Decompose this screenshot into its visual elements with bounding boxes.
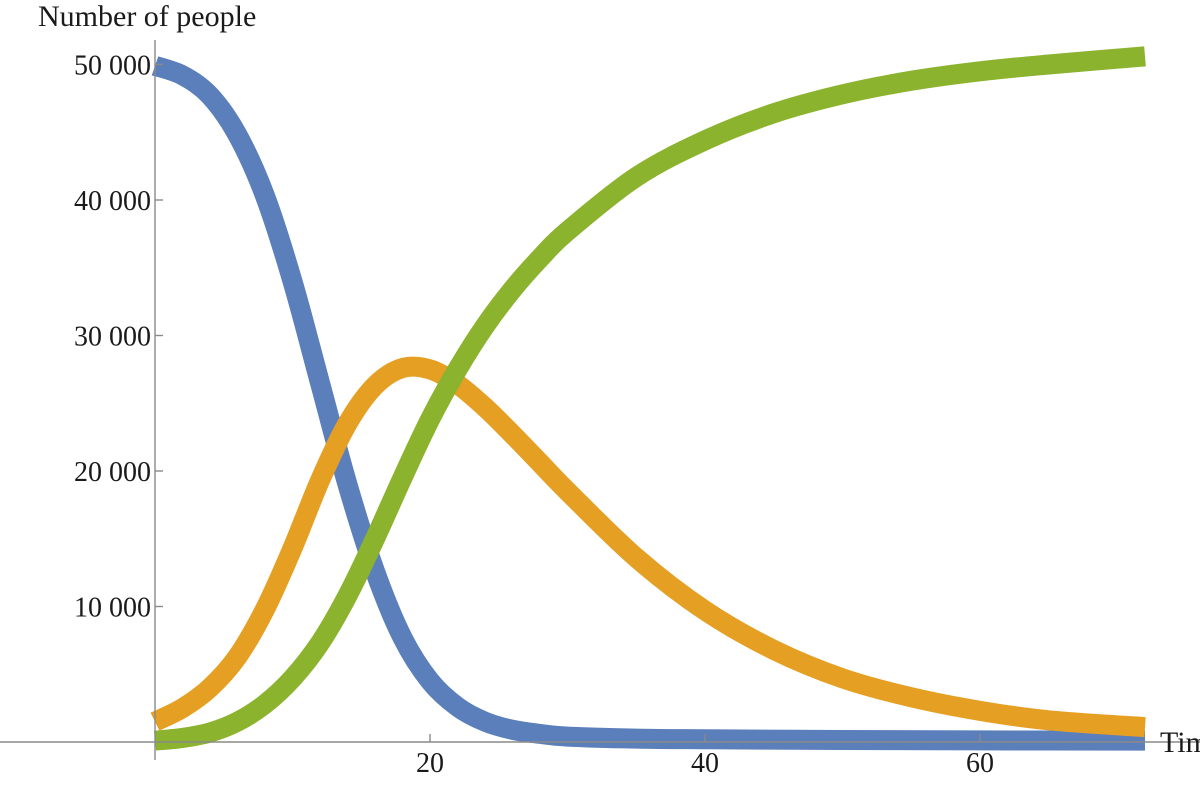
y-axis-label: Number of people [38, 0, 256, 33]
series-line-3 [154, 46, 1146, 751]
y-tick-label: 50 000 [74, 51, 151, 82]
series-layer [150, 46, 1146, 751]
x-tick-label: 60 [966, 748, 994, 779]
tick-layer: 20 40 60 10 000 20 000 30 000 40 000 50 000 [74, 51, 994, 780]
series-line-1 [151, 56, 1146, 751]
series-line-2 [150, 356, 1146, 738]
y-tick-label: 30 000 [74, 322, 151, 353]
x-tick-label: 40 [691, 748, 719, 779]
x-axis-label: Tim [1160, 726, 1200, 759]
y-tick-label: 10 000 [74, 593, 151, 624]
y-tick-label: 20 000 [74, 457, 151, 488]
y-tick-label: 40 000 [74, 186, 151, 217]
x-tick-label: 20 [416, 748, 444, 779]
